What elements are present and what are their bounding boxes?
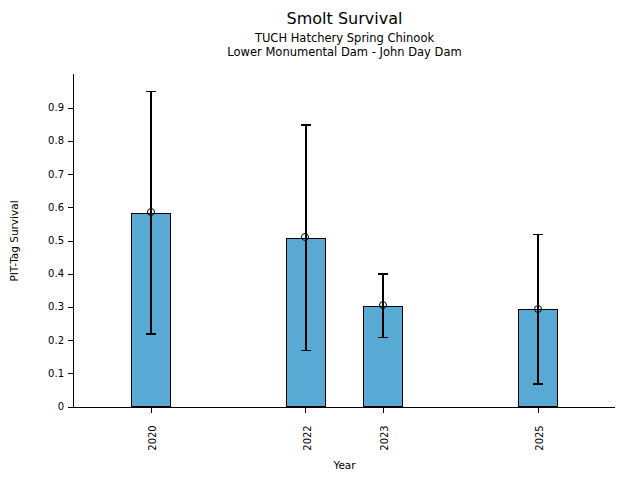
y-tick-label: 0.6 <box>24 201 64 215</box>
y-tick-label: 0.8 <box>24 134 64 148</box>
y-tick-label: 0.9 <box>24 101 64 115</box>
x-tick-label: 2023 <box>379 425 390 450</box>
x-axis-spine <box>73 407 615 408</box>
y-tick-mark <box>68 373 73 374</box>
x-tick-mark <box>305 408 306 413</box>
y-tick-mark <box>68 241 73 242</box>
x-tick-mark <box>383 408 384 413</box>
x-tick-label: 2022 <box>301 425 312 450</box>
x-tick-label: 2025 <box>534 425 545 450</box>
y-tick-mark <box>68 307 73 308</box>
error-bar-cap-bottom <box>533 383 543 385</box>
y-tick-label: 0.5 <box>24 234 64 248</box>
y-tick-label: 0 <box>24 400 64 414</box>
chart-subtitle-line2: Lower Monumental Dam - John Day Dam <box>74 45 615 59</box>
error-bar-cap-bottom <box>301 350 311 352</box>
y-tick-mark <box>68 174 73 175</box>
y-tick-mark <box>68 141 73 142</box>
x-axis-label: Year <box>74 459 615 471</box>
y-tick-mark <box>68 207 73 208</box>
error-bar-cap-top <box>301 124 311 126</box>
x-tick-label: 2020 <box>147 425 158 450</box>
y-tick-mark <box>68 340 73 341</box>
y-tick-label: 0.1 <box>24 367 64 381</box>
y-tick-mark <box>68 407 73 408</box>
y-tick-mark <box>68 108 73 109</box>
x-tick-mark <box>151 408 152 413</box>
chart-figure: Smolt Survival TUCH Hatchery Spring Chin… <box>0 0 640 480</box>
data-point-marker <box>147 208 155 216</box>
y-axis-label: PIT-Tag Survival <box>8 200 20 281</box>
chart-title: Smolt Survival <box>74 9 615 29</box>
y-tick-mark <box>68 274 73 275</box>
error-bar-cap-top <box>533 234 543 236</box>
chart-subtitle-line1: TUCH Hatchery Spring Chinook <box>74 31 615 45</box>
y-axis-spine <box>73 74 74 408</box>
y-tick-label: 0.7 <box>24 168 64 182</box>
error-bar-cap-bottom <box>146 333 156 335</box>
error-bar-cap-bottom <box>378 337 388 339</box>
y-tick-label: 0.3 <box>24 300 64 314</box>
error-bar-cap-top <box>378 273 388 275</box>
y-tick-label: 0.2 <box>24 334 64 348</box>
data-point-marker <box>534 305 542 313</box>
x-tick-mark <box>538 408 539 413</box>
y-tick-label: 0.4 <box>24 267 64 281</box>
error-bar-cap-top <box>146 91 156 93</box>
